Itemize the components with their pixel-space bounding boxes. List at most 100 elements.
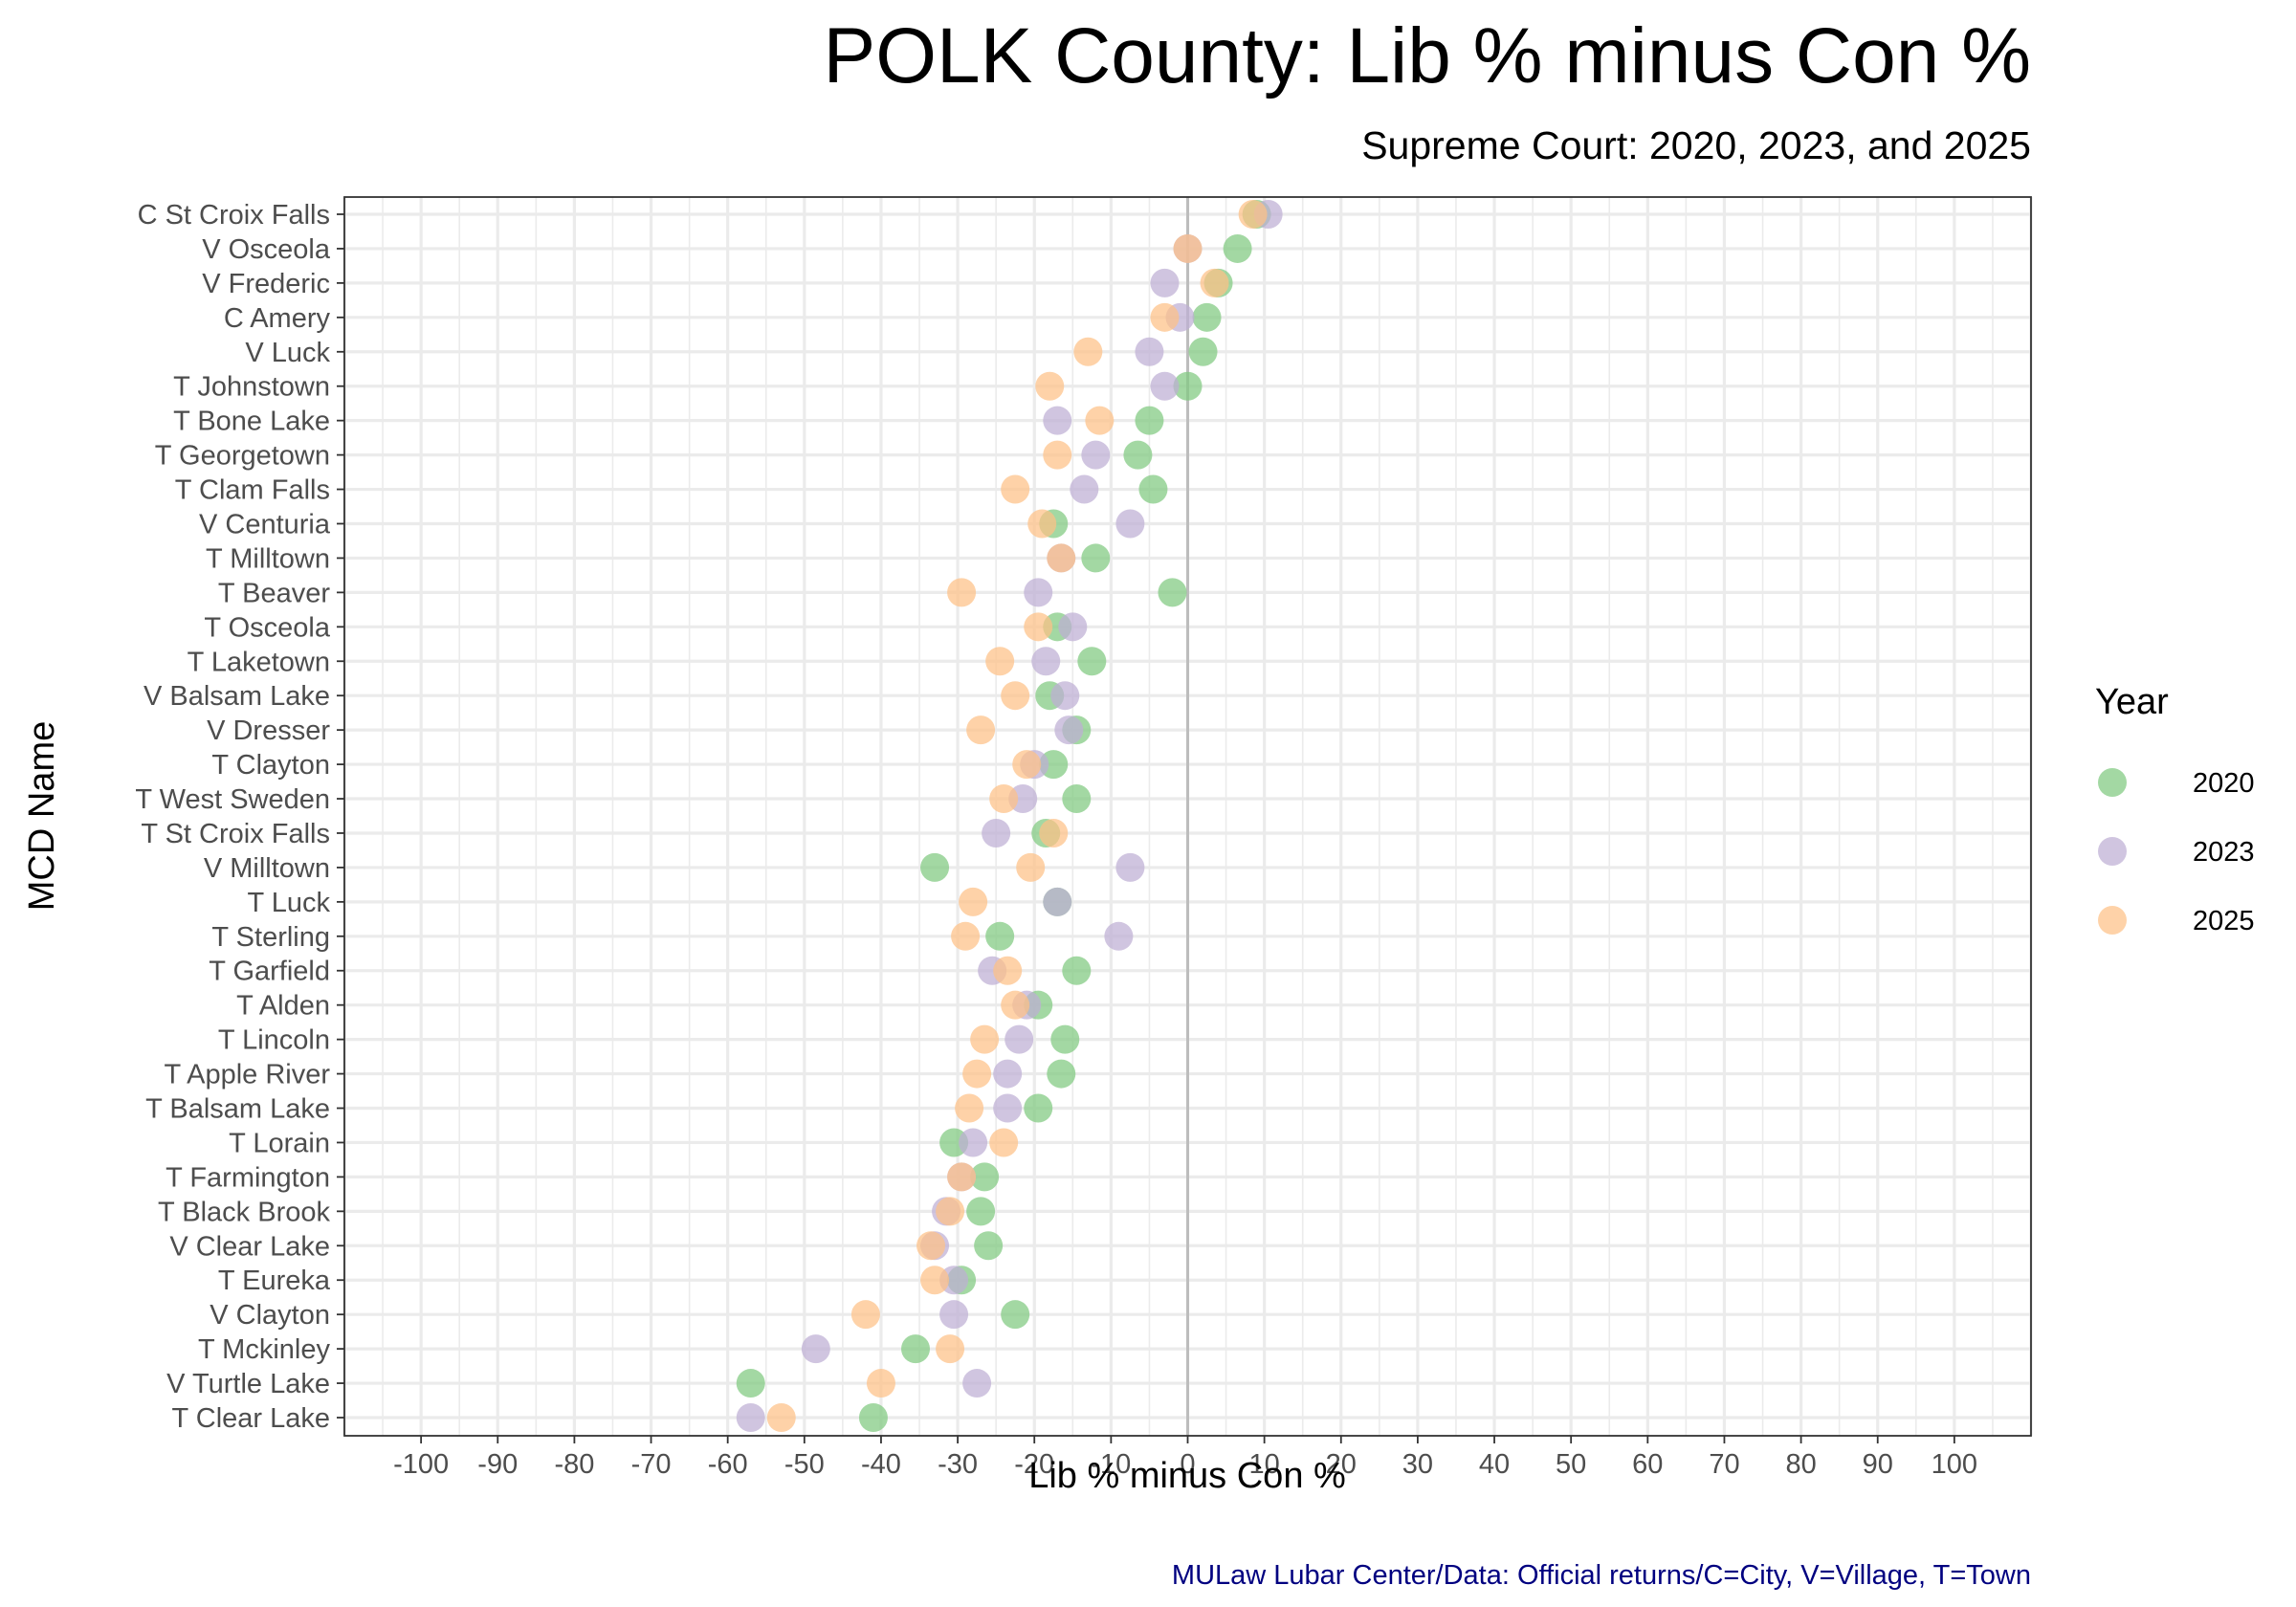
y-tick-label: T Eureka (218, 1266, 331, 1296)
point-2025 (985, 647, 1015, 676)
legend-label-2020: 2020 (2193, 768, 2255, 799)
y-tick-label: T Bone Lake (173, 407, 330, 437)
x-tick-label: -20 (1014, 1449, 1054, 1480)
y-tick-label: T Mckinley (198, 1334, 331, 1365)
point-2020 (1158, 578, 1187, 607)
point-2023 (801, 1334, 830, 1364)
point-2020 (858, 1403, 888, 1432)
y-tick-label: V Luck (245, 338, 330, 368)
x-tick-label: -70 (631, 1449, 672, 1480)
point-2025 (1073, 337, 1103, 366)
x-tick-label: 20 (1326, 1449, 1357, 1480)
point-2020 (1050, 1024, 1080, 1054)
point-2025 (959, 887, 988, 916)
y-tick-label: T Lorain (229, 1128, 330, 1158)
point-2023 (1043, 887, 1072, 916)
y-tick-label: V Clayton (210, 1300, 330, 1331)
point-2025 (970, 1024, 1000, 1054)
point-2020 (1192, 302, 1222, 332)
point-2020 (1024, 1093, 1053, 1123)
point-2025 (1001, 990, 1030, 1020)
point-2023 (1058, 612, 1088, 642)
x-axis-title: Lib % minus Con % (1028, 1456, 1346, 1496)
point-2025 (1150, 302, 1180, 332)
y-tick-label: T Apple River (164, 1060, 330, 1090)
legend-key-2020 (2098, 768, 2127, 797)
point-2023 (1115, 852, 1145, 882)
point-2020 (1047, 1059, 1076, 1089)
point-2020 (1135, 406, 1164, 435)
point-2020 (920, 852, 950, 882)
chart-caption: MULaw Lubar Center/Data: Official return… (1172, 1560, 2031, 1591)
x-tick-label: 100 (1932, 1449, 1977, 1480)
x-tick-label: 30 (1402, 1449, 1433, 1480)
x-tick-label: -10 (1091, 1449, 1131, 1480)
point-2023 (1104, 921, 1134, 951)
x-tick-label: 50 (1556, 1449, 1586, 1480)
point-2025 (1001, 681, 1030, 711)
chart-subtitle: Supreme Court: 2020, 2023, and 2025 (1361, 123, 2031, 167)
point-2025 (936, 1197, 965, 1226)
point-2023 (1031, 647, 1061, 676)
x-tick-label: 70 (1709, 1449, 1739, 1480)
x-tick-label: -100 (393, 1449, 449, 1480)
point-2025 (1173, 233, 1203, 263)
point-2023 (939, 1300, 969, 1330)
y-tick-label: T Farmington (166, 1162, 330, 1193)
point-2020 (1062, 784, 1092, 814)
point-2020 (1173, 371, 1203, 401)
point-2025 (989, 1128, 1019, 1157)
y-tick-label: T Balsam Lake (145, 1094, 330, 1125)
point-2020 (1123, 440, 1153, 470)
y-tick-label: V Frederic (202, 269, 330, 299)
point-2025 (916, 1231, 946, 1261)
point-2025 (936, 1334, 965, 1364)
point-2020 (966, 1197, 996, 1226)
y-tick-label: T Georgetown (155, 441, 330, 472)
y-axis-title: MCD Name (22, 721, 62, 911)
point-2023 (993, 1093, 1023, 1123)
y-tick-label: T St Croix Falls (141, 819, 330, 849)
point-2023 (1054, 715, 1084, 745)
y-tick-label: T Lincoln (218, 1025, 330, 1056)
y-tick-label: V Dresser (207, 715, 330, 746)
point-2025 (850, 1300, 880, 1330)
point-2023 (1135, 337, 1164, 366)
y-tick-label: C St Croix Falls (138, 200, 330, 231)
point-2025 (955, 1093, 984, 1123)
point-2023 (1004, 1024, 1034, 1054)
point-2020 (1081, 543, 1111, 573)
point-2020 (1001, 1300, 1030, 1330)
y-tick-label: T Clayton (211, 750, 330, 781)
point-2025 (947, 1162, 977, 1192)
y-tick-label: T Luck (247, 888, 330, 918)
x-tick-label: 90 (1863, 1449, 1893, 1480)
y-tick-label: T Garfield (209, 957, 330, 987)
point-2025 (993, 956, 1023, 985)
point-2025 (1039, 818, 1069, 848)
x-tick-label: -50 (784, 1449, 825, 1480)
point-2025 (1085, 406, 1115, 435)
point-2023 (1115, 509, 1145, 539)
point-2020 (736, 1369, 765, 1398)
y-tick-label: T Sterling (211, 922, 330, 953)
x-tick-label: 0 (1180, 1449, 1195, 1480)
point-2025 (962, 1059, 992, 1089)
point-2025 (766, 1403, 796, 1432)
x-tick-label: 80 (1785, 1449, 1816, 1480)
point-2020 (1062, 956, 1092, 985)
chart-title: POLK County: Lib % minus Con % (824, 12, 2031, 99)
y-tick-label: V Milltown (204, 853, 330, 884)
point-2025 (866, 1369, 895, 1398)
point-2023 (736, 1403, 765, 1432)
y-tick-label: T Johnstown (173, 372, 330, 403)
y-tick-label: V Centuria (199, 509, 331, 539)
point-2025 (1024, 612, 1053, 642)
legend-key-2025 (2098, 906, 2127, 935)
y-tick-label: C Amery (224, 303, 331, 334)
y-tick-label: T Alden (236, 991, 330, 1022)
point-2025 (1001, 474, 1030, 504)
y-tick-label: V Clear Lake (169, 1231, 330, 1262)
